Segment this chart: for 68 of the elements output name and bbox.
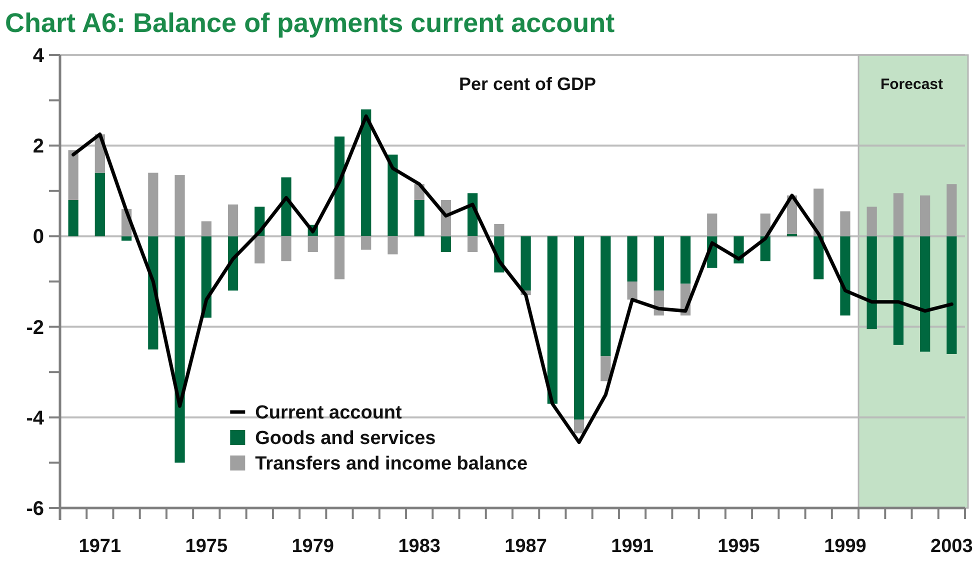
bar	[334, 236, 345, 280]
bar	[627, 236, 638, 282]
bar	[866, 206, 877, 236]
bar	[281, 177, 292, 236]
bar	[680, 236, 691, 284]
legend-label: Goods and services	[255, 428, 436, 450]
y-tick-label: -2	[26, 316, 44, 339]
y-tick-label: -4	[26, 407, 45, 430]
bar	[361, 236, 372, 250]
legend-label: Current account	[255, 402, 403, 424]
bar	[388, 154, 398, 236]
bar	[94, 172, 105, 236]
bar	[148, 172, 158, 236]
bar	[174, 175, 185, 236]
bar	[574, 420, 584, 434]
bar	[308, 236, 318, 252]
bar	[547, 236, 558, 404]
x-tick-label: 1987	[504, 536, 547, 557]
bar	[174, 236, 185, 463]
bar	[254, 236, 265, 264]
bar	[68, 150, 78, 200]
bar	[920, 195, 930, 236]
y-tick-label: 4	[32, 45, 45, 67]
chart-title: Chart A6: Balance of payments current account	[5, 8, 615, 38]
bar	[388, 236, 398, 254]
x-tick-label: 1971	[78, 536, 122, 557]
bar	[468, 236, 478, 252]
bar	[414, 200, 424, 236]
bar	[707, 214, 718, 236]
bar	[520, 236, 531, 291]
x-tick-label: 1999	[824, 536, 866, 557]
bar	[600, 356, 611, 382]
bar	[893, 236, 904, 345]
bar	[121, 236, 132, 241]
x-tick-label: 1979	[292, 536, 334, 557]
bar	[920, 236, 930, 352]
x-tick-label: 1975	[185, 536, 228, 557]
bar	[840, 236, 850, 316]
x-tick-label: 2003	[930, 536, 973, 557]
x-tick-label: 1995	[718, 536, 760, 557]
y-tick-label: 0	[32, 226, 44, 248]
x-tick-label: 1983	[398, 536, 440, 557]
bar	[946, 184, 957, 236]
bar	[494, 224, 504, 236]
text: Per cent of GDP	[458, 74, 596, 94]
bar	[68, 200, 78, 236]
x-tick-label: 1991	[611, 536, 654, 557]
bar	[440, 236, 452, 252]
bar	[814, 188, 824, 236]
bar	[866, 236, 877, 330]
y-tick-label: 2	[32, 136, 44, 158]
bar	[201, 221, 212, 236]
bar	[946, 236, 957, 354]
bar	[627, 282, 638, 300]
line-series	[72, 114, 954, 444]
legend-label: Transfers and income balance	[255, 454, 528, 475]
bar	[574, 236, 584, 420]
bar	[281, 236, 292, 262]
band-label: Forecast	[880, 76, 944, 93]
bar	[600, 236, 611, 356]
bar	[228, 204, 238, 236]
bar	[814, 236, 824, 280]
bar	[840, 211, 850, 236]
bar	[654, 236, 664, 291]
y-tick-label: -6	[26, 498, 44, 520]
bar	[893, 193, 904, 236]
bar	[361, 109, 372, 236]
bar	[334, 136, 345, 236]
